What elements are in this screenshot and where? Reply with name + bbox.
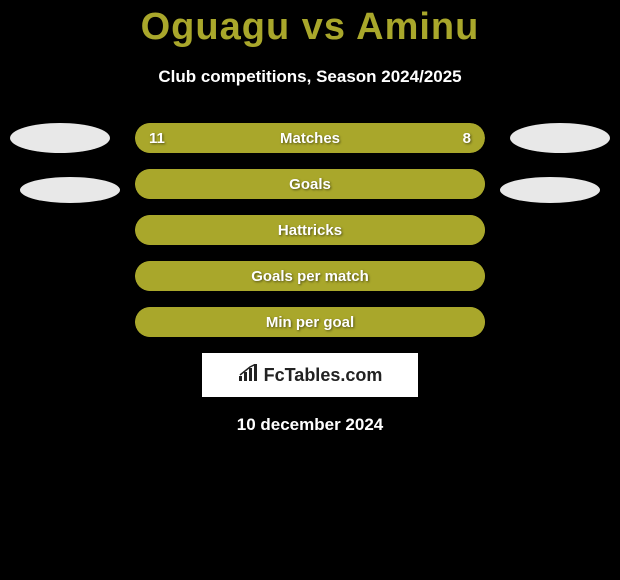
bar-row: Goals	[135, 169, 485, 199]
bar-label: Min per goal	[135, 307, 485, 337]
bar-label: Goals per match	[135, 261, 485, 291]
bar-row: Goals per match	[135, 261, 485, 291]
logo-text: FcTables.com	[264, 365, 383, 386]
logo: FcTables.com	[238, 364, 383, 387]
player-badge-left-1	[10, 123, 110, 153]
bar-value-left: 11	[149, 123, 165, 153]
player-badge-right-2	[500, 177, 600, 203]
bar-rows: Matches11 8 Goals Hattricks Goals per match M…	[0, 123, 620, 337]
player-badge-right-1	[510, 123, 610, 153]
infographic-container: Oguagu vs Aminu Club competitions, Seaso…	[0, 0, 620, 580]
bar-row: Min per goal	[135, 307, 485, 337]
bar-row: Hattricks	[135, 215, 485, 245]
bar-label: Goals	[135, 169, 485, 199]
date-text: 10 december 2024	[0, 415, 620, 435]
logo-box: FcTables.com	[202, 353, 418, 397]
bar-row: Matches11 8	[135, 123, 485, 153]
player-badge-left-2	[20, 177, 120, 203]
bar-value-right: 8	[463, 123, 471, 153]
comparison-chart: Matches11 8 Goals Hattricks Goals per match M…	[0, 123, 620, 337]
bar-label: Hattricks	[135, 215, 485, 245]
bar-label: Matches	[135, 123, 485, 153]
page-title: Oguagu vs Aminu	[0, 0, 620, 49]
bar-chart-icon	[238, 364, 260, 387]
subtitle: Club competitions, Season 2024/2025	[0, 67, 620, 87]
